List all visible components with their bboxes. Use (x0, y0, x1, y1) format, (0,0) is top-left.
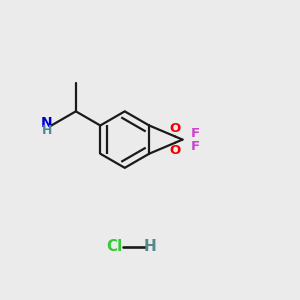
Text: Cl: Cl (106, 239, 122, 254)
Text: H: H (42, 124, 52, 137)
Text: O: O (170, 144, 181, 157)
Text: F: F (190, 127, 200, 140)
Text: H: H (144, 239, 156, 254)
Text: N: N (41, 116, 52, 130)
Text: O: O (170, 122, 181, 135)
Text: F: F (190, 140, 200, 153)
